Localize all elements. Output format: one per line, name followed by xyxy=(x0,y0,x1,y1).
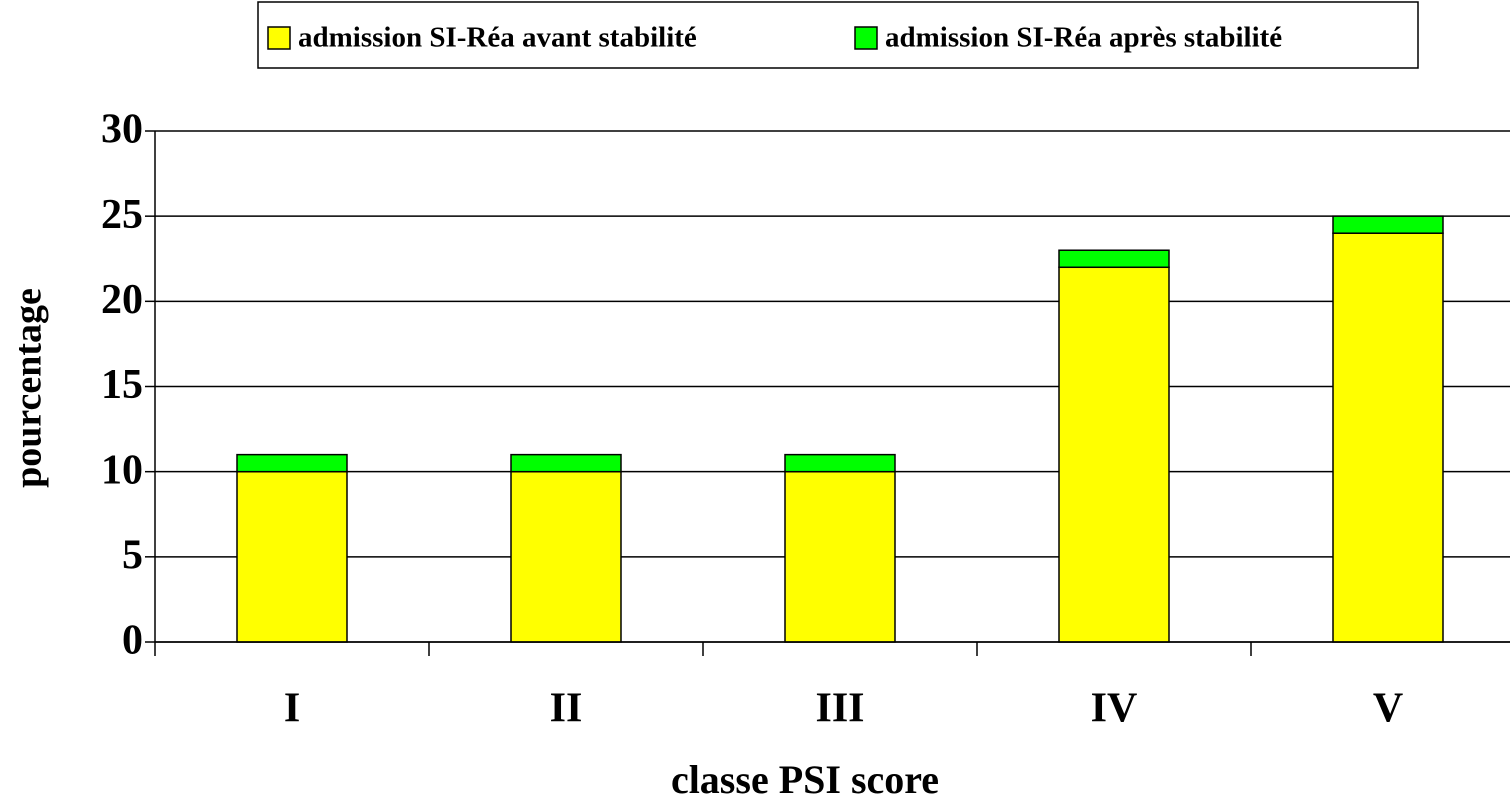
y-tick-label: 5 xyxy=(122,532,143,578)
y-tick-label: 0 xyxy=(122,618,143,664)
bar-segment xyxy=(784,453,896,473)
y-tick-label: 15 xyxy=(101,362,143,408)
legend-swatch xyxy=(854,26,878,50)
x-tick-label: IV xyxy=(1091,686,1138,732)
x-tick-label: II xyxy=(550,686,583,732)
legend-swatch xyxy=(267,26,291,50)
x-tick-label: V xyxy=(1373,686,1403,732)
y-tick-label: 30 xyxy=(101,107,143,153)
x-tick-label: III xyxy=(815,686,864,732)
x-axis-title: classe PSI score xyxy=(671,757,939,802)
y-tick-label: 10 xyxy=(101,447,143,493)
bar-segment xyxy=(236,470,348,643)
bar-segment xyxy=(1058,266,1170,643)
y-tick-label: 25 xyxy=(101,192,143,238)
legend-label: admission SI-Réa avant stabilité xyxy=(298,22,697,54)
bar-segment xyxy=(1332,215,1444,234)
y-tick-label: 20 xyxy=(101,277,143,323)
legend-box xyxy=(257,1,1419,69)
bar-segment xyxy=(236,453,348,473)
bar-segment xyxy=(510,453,622,473)
bar-segment xyxy=(1058,249,1170,269)
bar-segment xyxy=(1332,232,1444,643)
bar-segment xyxy=(784,470,896,643)
legend-label: admission SI-Réa après stabilité xyxy=(885,22,1282,54)
y-axis-title: pourcentage xyxy=(8,288,50,488)
x-tick-label: I xyxy=(284,686,300,732)
bar-segment xyxy=(510,470,622,643)
